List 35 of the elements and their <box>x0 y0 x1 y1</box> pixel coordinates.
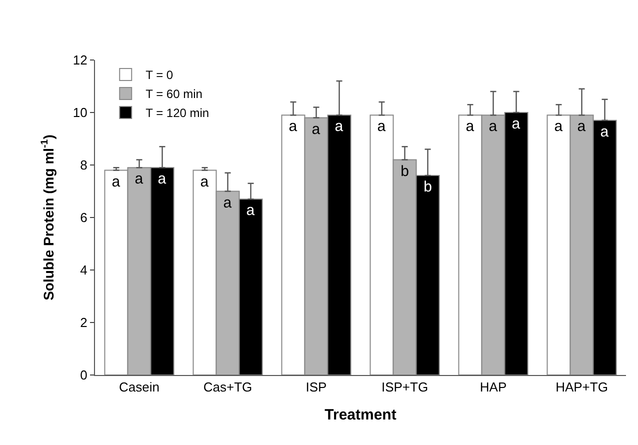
y-tick-label: 6 <box>80 210 88 226</box>
y-tick-label: 0 <box>80 368 88 383</box>
data-label: a <box>377 118 386 136</box>
data-label: a <box>246 202 256 220</box>
legend-label: T = 0 <box>146 68 174 82</box>
data-label: a <box>312 120 321 138</box>
x-tick-label: HAP+TG <box>556 380 608 395</box>
x-tick-label: ISP <box>306 380 327 395</box>
y-tick-label: 2 <box>80 315 88 330</box>
y-tick-label: 8 <box>80 158 88 173</box>
data-label: a <box>466 118 475 136</box>
data-label: b <box>400 162 409 180</box>
data-label: a <box>554 118 564 136</box>
data-label: a <box>200 173 210 190</box>
y-tick-label: 12 <box>72 52 88 68</box>
data-label: a <box>134 170 144 188</box>
x-tick-label: HAP <box>480 380 507 395</box>
data-label: a <box>488 118 498 136</box>
data-label: a <box>512 116 521 132</box>
data-label: a <box>600 123 610 140</box>
data-label: a <box>223 194 232 212</box>
legend-label: T = 120 min <box>146 106 210 120</box>
data-label: a <box>112 173 121 190</box>
x-tick-label: ISP+TG <box>381 380 428 395</box>
x-tick-label: Casein <box>119 380 160 395</box>
x-axis-title: Treatment <box>324 406 396 424</box>
x-tick-label: Cas+TG <box>203 380 252 395</box>
legend-label: T = 60 min <box>146 87 202 102</box>
data-label: a <box>334 118 344 136</box>
data-label: a <box>288 118 298 136</box>
data-label: a <box>577 118 586 136</box>
y-tick-label: 10 <box>72 105 88 120</box>
data-label: b <box>424 178 432 196</box>
data-label: a <box>158 170 167 188</box>
y-tick-label: 4 <box>80 262 88 278</box>
